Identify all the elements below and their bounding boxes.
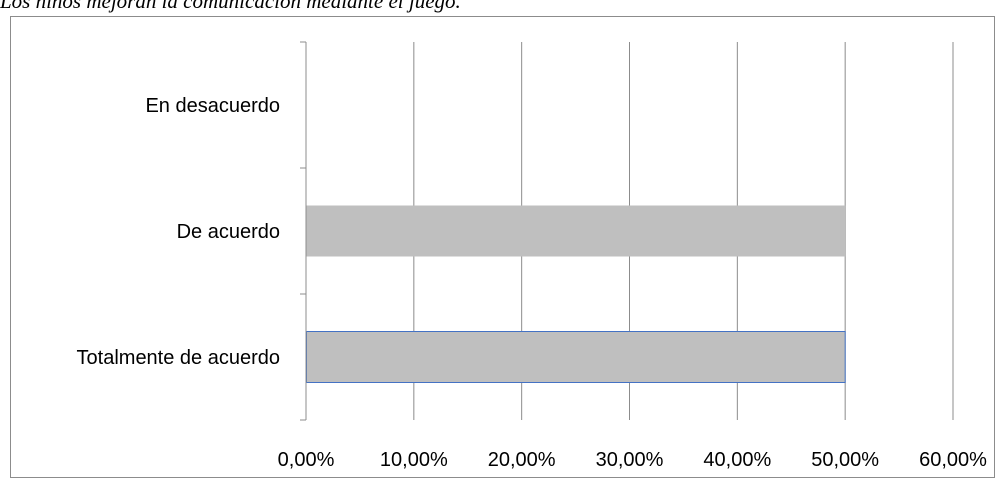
chart-frame <box>10 16 995 478</box>
bars <box>306 205 846 383</box>
x-tick-label-6: 60,00% <box>919 449 987 471</box>
x-tick-label-0: 0,00% <box>278 449 335 471</box>
chart-caption: Los niños mejoran la comunicación median… <box>0 0 461 13</box>
x-tick-label-4: 40,00% <box>703 449 771 471</box>
axes <box>300 41 307 421</box>
labels: Totalmente de acuerdo De acuerdo En desacu… <box>77 95 988 471</box>
category-label-1: De acuerdo <box>177 221 280 243</box>
category-label-2: En desacuerdo <box>145 95 280 117</box>
category-label-0: Totalmente de acuerdo <box>77 347 280 369</box>
x-tick-label-1: 10,00% <box>380 449 448 471</box>
bar-1 <box>306 205 846 257</box>
bar-0 <box>306 331 846 383</box>
x-tick-label-3: 30,00% <box>596 449 664 471</box>
x-tick-label-2: 20,00% <box>488 449 556 471</box>
x-tick-label-5: 50,00% <box>811 449 879 471</box>
